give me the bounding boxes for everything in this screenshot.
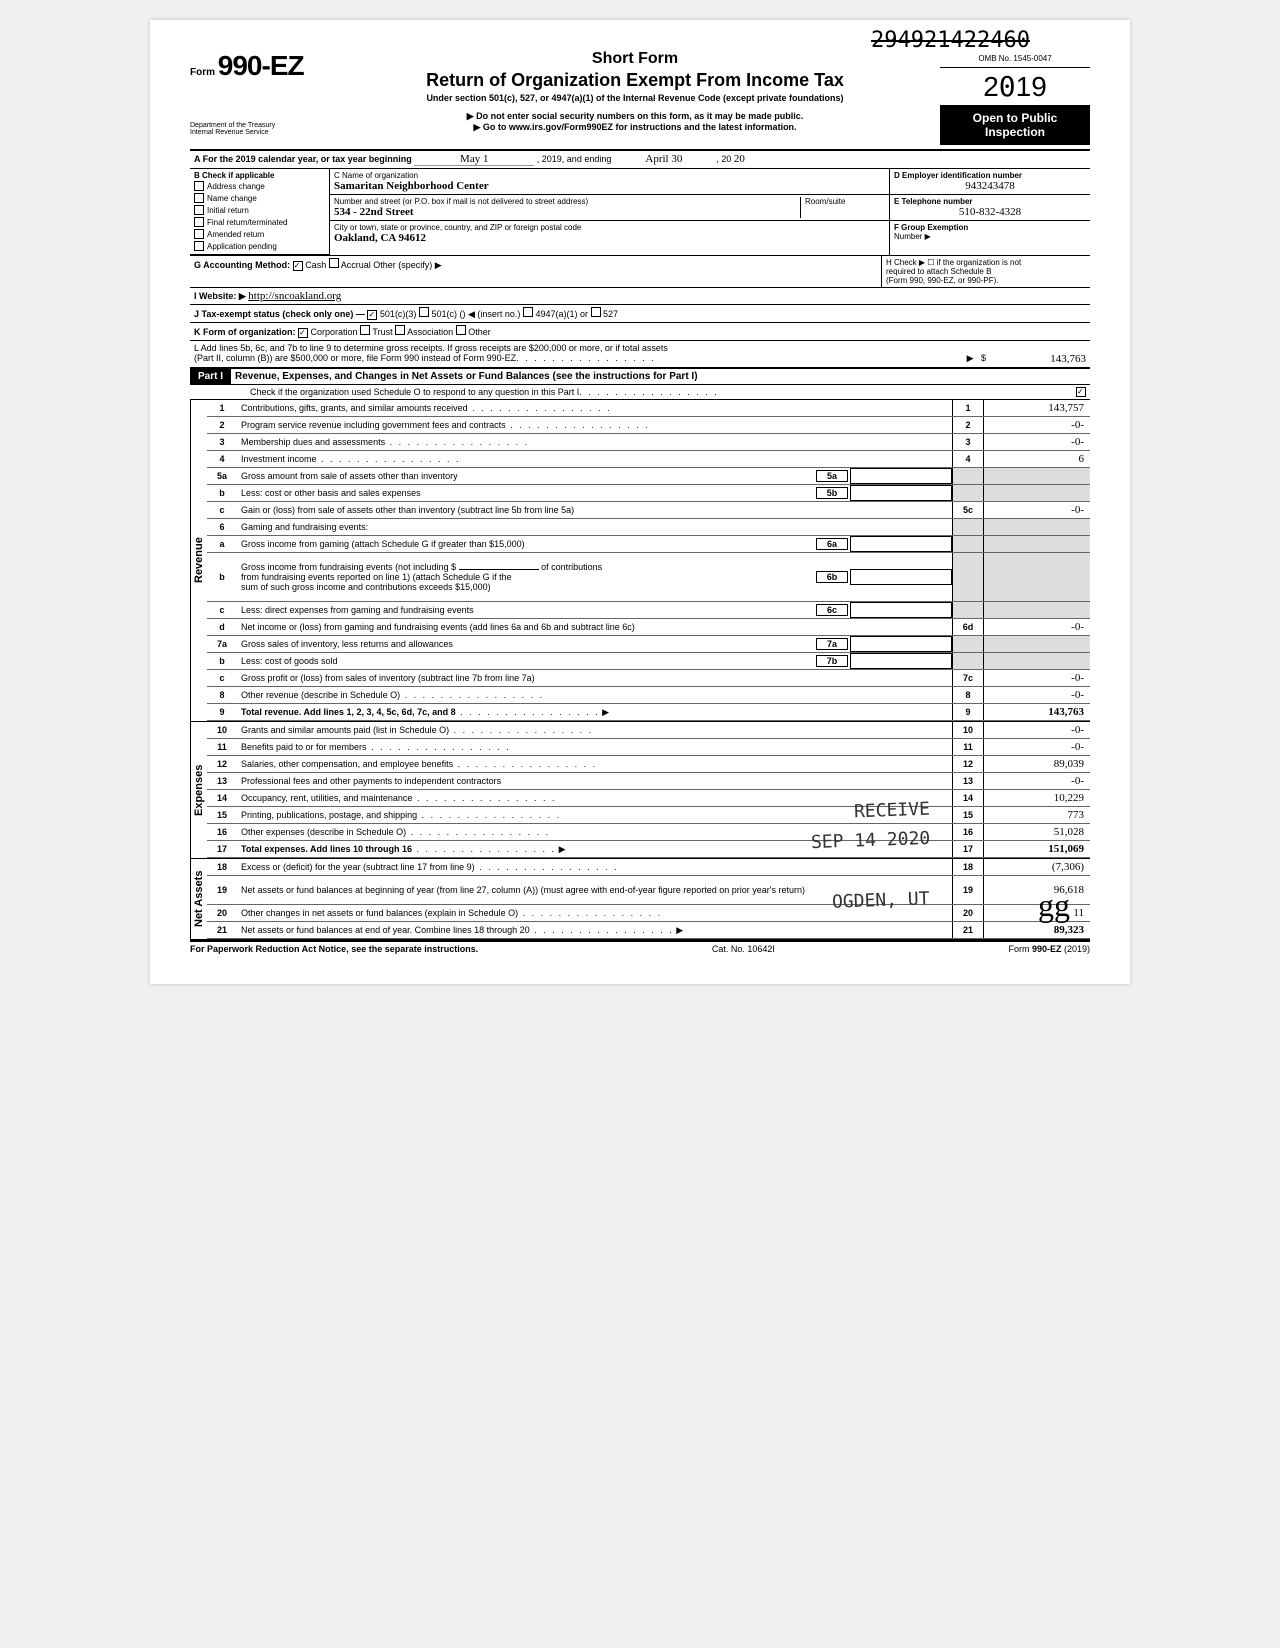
line-20-val: 11 [984,905,1090,921]
line-3-val: -0- [984,434,1090,450]
chk-527[interactable] [591,307,601,317]
chk-address[interactable] [194,181,204,191]
city-label: City or town, state or province, country… [334,223,581,232]
street-label: Number and street (or P.O. box if mail i… [334,197,588,206]
line-5c-val: -0- [984,502,1090,518]
line-10-val: -0- [984,722,1090,738]
dept-label: Department of the Treasury [190,122,330,129]
open-public-2: Inspection [944,125,1086,139]
part1-label: Part I [190,369,231,384]
part1-title: Revenue, Expenses, and Changes in Net As… [231,369,702,384]
chk-501c3[interactable] [367,310,377,320]
main-title: Return of Organization Exempt From Incom… [330,70,940,91]
chk-accrual[interactable] [329,258,339,268]
subtitle-1: Under section 501(c), 527, or 4947(a)(1)… [330,93,940,103]
line-19-val: 96,618 [984,876,1090,904]
line-7c-val: -0- [984,670,1090,686]
line-14-val: 10,229 [984,790,1090,806]
chk-cash[interactable] [293,261,303,271]
line-8-val: -0- [984,687,1090,703]
line-18-val: (7,306) [984,859,1090,875]
line-a: A For the 2019 calendar year, or tax yea… [190,151,1090,169]
ein: 943243478 [894,180,1086,192]
line-6d-val: -0- [984,619,1090,635]
chk-pending[interactable] [194,241,204,251]
l-label-1: L Add lines 5b, 6c, and 7b to line 9 to … [194,343,1086,353]
signature: gg [1038,887,1070,924]
tax-year: 2019 [940,68,1090,105]
g-label: G Accounting Method: [194,260,290,270]
line-11-val: -0- [984,739,1090,755]
line-9-val: 143,763 [984,704,1090,720]
chk-trust[interactable] [360,325,370,335]
strike-number: 294921422460 [871,28,1030,53]
line-1-val: 143,757 [984,400,1090,416]
part1-check-label: Check if the organization used Schedule … [250,387,579,397]
line-2-val: -0- [984,417,1090,433]
f-label: F Group Exemption [894,223,968,232]
form-number: 990-EZ [218,50,304,81]
subtitle-2: ▶ Do not enter social security numbers o… [330,111,940,122]
chk-schedule-o[interactable] [1076,387,1086,397]
chk-name[interactable] [194,193,204,203]
irs-label: Internal Revenue Service [190,129,330,136]
chk-initial[interactable] [194,205,204,215]
room-label: Room/suite [805,197,845,206]
line-13-val: -0- [984,773,1090,789]
k-label: K Form of organization: [194,327,296,337]
stamp-date: SEP 14 2020 [810,828,930,853]
line-21-val: 89,323 [984,922,1090,938]
netassets-label: Net Assets [190,859,207,939]
stamp-ogden: OGDEN, UT [832,888,930,912]
form-page: 294921422460 Form 990-EZ Department of t… [150,20,1130,984]
chk-corp[interactable] [298,328,308,338]
i-label: I Website: ▶ [194,291,246,301]
footer: For Paperwork Reduction Act Notice, see … [190,941,1090,954]
stamp-receive: RECEIVE [854,799,931,823]
chk-4947[interactable] [523,307,533,317]
revenue-label: Revenue [190,400,207,721]
form-label: Form [190,67,215,78]
city: Oakland, CA 94612 [334,232,426,244]
c-label: C Name of organization [334,171,418,180]
subtitle-3: ▶ Go to www.irs.gov/Form990EZ for instru… [330,122,940,133]
street: 534 - 22nd Street [334,206,414,218]
info-section: B Check if applicable Address change Nam… [190,169,1090,256]
h-label: H Check ▶ ☐ if the organization is not [886,258,1021,267]
d-label: D Employer identification number [894,171,1022,180]
e-label: E Telephone number [894,197,973,206]
b-label: B Check if applicable [194,171,274,180]
website: http://sncoakland.org [248,290,341,302]
chk-amended[interactable] [194,229,204,239]
line-12-val: 89,039 [984,756,1090,772]
l-label-2: (Part II, column (B)) are $500,000 or mo… [194,353,516,365]
l-value: 143,763 [986,353,1086,365]
open-public-1: Open to Public [944,111,1086,125]
org-name: Samaritan Neighborhood Center [334,180,489,192]
expenses-label: Expenses [190,722,207,858]
chk-other[interactable] [456,325,466,335]
j-label: J Tax-exempt status (check only one) — [194,309,365,319]
form-header: Form 990-EZ Department of the Treasury I… [190,50,1090,151]
chk-501c[interactable] [419,307,429,317]
chk-assoc[interactable] [395,325,405,335]
line-16-val: 51,028 [984,824,1090,840]
line-17-val: 151,069 [984,841,1090,857]
phone: 510-832-4328 [894,206,1086,218]
line-15-val: 773 [984,807,1090,823]
chk-final[interactable] [194,217,204,227]
line-4-val: 6 [984,451,1090,467]
short-form-title: Short Form [330,50,940,68]
